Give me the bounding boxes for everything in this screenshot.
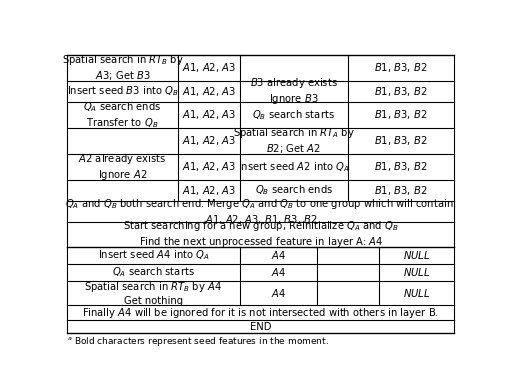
Text: Insert seed $\mathit{B3}$ into $\mathit{Q}_B$: Insert seed $\mathit{B3}$ into $\mathit{… [66,84,178,98]
Text: $\mathit{A1}$, $\mathit{A2}$, $\mathit{A3}$: $\mathit{A1}$, $\mathit{A2}$, $\mathit{A… [182,85,236,98]
Text: $\mathit{Q}_A$ search ends
Transfer to $\mathit{Q}_B$: $\mathit{Q}_A$ search ends Transfer to $… [83,100,162,130]
Text: Finally $\mathit{A4}$ will be ignored for it is not intersected with others in l: Finally $\mathit{A4}$ will be ignored fo… [82,306,440,320]
Text: Insert seed $\mathit{A4}$ into $\mathit{Q}_A$: Insert seed $\mathit{A4}$ into $\mathit{… [97,248,209,262]
Text: $\mathit{A4}$: $\mathit{A4}$ [271,287,286,299]
Text: $\mathit{A2}$ already exists
Ignore $\mathit{A2}$: $\mathit{A2}$ already exists Ignore $\ma… [78,152,167,182]
Text: $\mathit{NULL}$: $\mathit{NULL}$ [403,249,430,261]
Text: Spatial search in $\mathit{RT}_A$ by
$\mathit{B2}$; Get $\mathit{A2}$: Spatial search in $\mathit{RT}_A$ by $\m… [233,126,354,155]
Text: $\mathit{B1}$, $\mathit{B3}$, $\mathit{B2}$: $\mathit{B1}$, $\mathit{B3}$, $\mathit{B… [375,184,428,197]
Text: $\mathit{B1}$, $\mathit{B3}$, $\mathit{B2}$: $\mathit{B1}$, $\mathit{B3}$, $\mathit{B… [375,134,428,147]
Text: Insert seed $\mathit{A2}$ into $\mathit{Q}_A$: Insert seed $\mathit{A2}$ into $\mathit{… [238,160,350,174]
Text: $\mathit{Q}_A$ search starts: $\mathit{Q}_A$ search starts [112,265,195,279]
Text: $\mathbf{\mathit{A4}}$: $\mathbf{\mathit{A4}}$ [271,266,286,278]
Text: $\mathit{A1}$, $\mathit{A2}$, $\mathit{A3}$: $\mathit{A1}$, $\mathit{A2}$, $\mathit{A… [182,134,236,147]
Text: $\mathit{B1}$, $\mathit{B3}$, $\mathit{B2}$: $\mathit{B1}$, $\mathit{B3}$, $\mathit{B… [375,160,428,173]
Text: $\mathit{NULL}$: $\mathit{NULL}$ [403,266,430,278]
Text: $\mathit{NULL}$: $\mathit{NULL}$ [403,287,430,299]
Text: $\mathit{B1}$, $\mathit{B3}$, $\mathbf{\mathit{B2}}$: $\mathit{B1}$, $\mathit{B3}$, $\mathbf{\… [375,61,428,74]
Text: $\mathit{Q}_B$ search ends: $\mathit{Q}_B$ search ends [255,183,333,198]
Text: $\mathit{B1}$, $\mathit{B3}$, $\mathbf{\mathit{B2}}$: $\mathit{B1}$, $\mathit{B3}$, $\mathbf{\… [375,108,428,122]
Text: $\mathit{Q}_B$ search starts: $\mathit{Q}_B$ search starts [252,108,335,122]
Text: $\mathit{Q}_A$ and $\mathit{Q}_B$ both search end. Merge $\mathit{Q}_A$ and $\ma: $\mathit{Q}_A$ and $\mathit{Q}_B$ both s… [65,197,457,226]
Text: END: END [250,322,272,332]
Text: Spatial search in $\mathit{RT}_B$ by $\mathit{A4}$
Get nothing: Spatial search in $\mathit{RT}_B$ by $\m… [85,280,223,306]
Text: $\mathit{A1}$, $\mathit{A2}$, $\mathit{A3}$: $\mathit{A1}$, $\mathit{A2}$, $\mathit{A… [182,61,236,74]
Text: $^a$ Bold characters represent seed features in the moment.: $^a$ Bold characters represent seed feat… [67,335,329,348]
Text: Spatial search in $\mathit{RT}_B$ by
$\mathit{A3}$; Get $\mathit{B3}$: Spatial search in $\mathit{RT}_B$ by $\m… [61,53,184,82]
Text: $\mathit{B1}$, $\mathit{B3}$, $\mathbf{\mathit{B2}}$: $\mathit{B1}$, $\mathit{B3}$, $\mathbf{\… [375,85,428,98]
Text: $\mathit{A1}$, $\mathit{A2}$, $\mathit{A3}$: $\mathit{A1}$, $\mathit{A2}$, $\mathit{A… [182,160,236,173]
Text: $\mathit{A1}$, $\mathit{A2}$, $\mathit{A3}$: $\mathit{A1}$, $\mathit{A2}$, $\mathit{A… [182,108,236,122]
Text: $\mathit{B3}$ already exists
Ignore $\mathit{B3}$: $\mathit{B3}$ already exists Ignore $\ma… [250,76,338,106]
Text: $\mathbf{\mathit{A4}}$: $\mathbf{\mathit{A4}}$ [271,249,286,261]
Text: $\mathit{A1}$, $\mathit{A2}$, $\mathit{A3}$: $\mathit{A1}$, $\mathit{A2}$, $\mathit{A… [182,184,236,197]
Text: Start searching for a new group, Reinitialize $\mathit{Q}_A$ and $\mathit{Q}_B$
: Start searching for a new group, Reiniti… [123,220,399,249]
